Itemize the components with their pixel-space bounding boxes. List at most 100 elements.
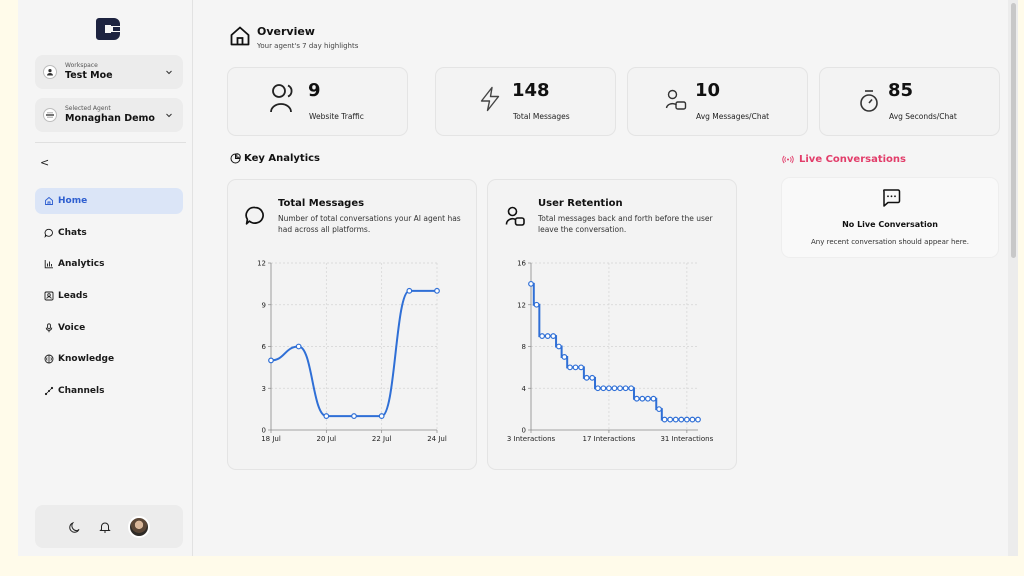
data-point xyxy=(268,357,274,364)
data-point xyxy=(695,416,701,423)
panel-title: User Retention xyxy=(538,198,623,209)
home-icon xyxy=(45,196,53,205)
x-tick-label: 17 Interactions xyxy=(583,435,636,443)
x-tick-label: 20 Jul xyxy=(317,435,337,443)
bell-icon[interactable] xyxy=(98,520,112,534)
stat-label: Avg Seconds/Chat xyxy=(889,112,957,121)
lightning-icon xyxy=(480,86,500,112)
agent-icon xyxy=(43,108,57,122)
sidebar-item-label: Voice xyxy=(58,322,86,333)
user-retention-chart: 0 4 8 12 16 3 Interactions 17 Interactions 31 I… xyxy=(507,260,714,444)
y-tick-label: 6 xyxy=(262,343,267,351)
y-tick-label: 12 xyxy=(257,260,266,268)
y-tick-label: 4 xyxy=(522,385,527,393)
data-point xyxy=(678,416,685,423)
agent-value: Monaghan Demo xyxy=(65,112,155,124)
message-square-icon xyxy=(883,189,901,207)
panel-description: Total messages back and forth before the… xyxy=(538,214,713,234)
user-retention-panel: User Retention Total messages back and f… xyxy=(487,179,737,470)
data-point xyxy=(533,301,540,308)
data-point xyxy=(550,333,557,339)
data-point xyxy=(672,416,679,423)
stat-card-website-traffic: 9 Website Traffic xyxy=(227,67,408,136)
data-point xyxy=(594,385,601,392)
chat-icon xyxy=(44,228,53,238)
data-point xyxy=(572,364,579,371)
data-point xyxy=(656,406,662,413)
series-line xyxy=(270,289,437,418)
sidebar-item-label: Channels xyxy=(58,386,105,397)
stat-value: 85 xyxy=(888,80,914,101)
stat-card-total-messages: 148 Total Messages xyxy=(435,67,616,136)
analytics-icon xyxy=(44,260,53,269)
stat-label: Avg Messages/Chat xyxy=(696,112,770,121)
scrollbar-thumb[interactable] xyxy=(1011,3,1016,258)
x-tick-label: 24 Jul xyxy=(427,435,447,443)
sidebar-nav: Home Chats Analytics Leads Voice Knowled… xyxy=(35,188,183,410)
agent-selector[interactable]: Selected Agent Monaghan Demo xyxy=(35,98,183,132)
live-empty-title: No Live Conversation xyxy=(842,220,938,229)
stat-value: 10 xyxy=(695,80,721,101)
data-point xyxy=(378,413,385,419)
chevron-down-icon xyxy=(166,70,172,75)
stat-card-avg-messages: 10 Avg Messages/Chat xyxy=(627,67,808,136)
microphone-icon xyxy=(45,323,53,332)
data-point xyxy=(622,385,629,392)
sidebar-item-label: Analytics xyxy=(58,259,105,270)
collapse-sidebar-button[interactable]: < xyxy=(40,156,50,169)
data-point xyxy=(650,395,657,402)
data-point xyxy=(544,333,551,339)
total-messages-panel: Total Messages Number of total conversat… xyxy=(227,179,477,470)
scrollbar[interactable] xyxy=(1008,0,1018,556)
data-point xyxy=(611,385,618,392)
y-tick-label: 0 xyxy=(262,427,266,435)
sidebar-item-chats[interactable]: Chats xyxy=(35,220,183,246)
sidebar-item-leads[interactable]: Leads xyxy=(35,283,183,309)
total-messages-chart: 0 3 6 9 12 18 Jul 20 Jul 22 Jul 24 Jul xyxy=(257,260,447,444)
avatar[interactable] xyxy=(128,515,150,538)
x-tick-label: 31 Interactions xyxy=(660,435,713,443)
agent-label: Selected Agent xyxy=(65,105,111,113)
sidebar-item-voice[interactable]: Voice xyxy=(35,315,183,341)
panel-description: Number of total conversations your AI ag… xyxy=(278,214,461,234)
data-point xyxy=(555,343,562,350)
data-point xyxy=(434,287,440,294)
data-point xyxy=(600,385,607,392)
live-conversations-title: Live Conversations xyxy=(782,154,906,165)
dark-mode-icon[interactable] xyxy=(68,520,82,534)
data-point xyxy=(589,374,596,381)
live-conversations-card: No Live Conversation Any recent conversa… xyxy=(781,177,999,258)
broadcast-icon xyxy=(782,155,794,164)
data-point xyxy=(606,385,612,392)
x-tick-label: 18 Jul xyxy=(261,435,281,443)
stat-value: 148 xyxy=(512,80,550,101)
y-tick-label: 12 xyxy=(517,301,526,309)
chat-bubble-icon xyxy=(245,206,264,225)
data-point xyxy=(351,413,357,419)
app-window: Workspace Test Moe Selected Agent Monagh… xyxy=(18,0,1018,556)
sidebar-item-channels[interactable]: Channels xyxy=(35,378,183,404)
channels-icon xyxy=(44,387,54,396)
pie-chart-icon xyxy=(230,153,241,164)
stat-card-avg-seconds: 85 Avg Seconds/Chat xyxy=(819,67,1000,136)
workspace-selector[interactable]: Workspace Test Moe xyxy=(35,55,183,89)
sidebar-item-knowledge[interactable]: Knowledge xyxy=(35,346,183,372)
chevron-down-icon xyxy=(166,113,172,118)
workspace-icon xyxy=(43,65,57,79)
x-tick-label: 22 Jul xyxy=(372,435,392,443)
sidebar-footer xyxy=(35,505,183,548)
series-line xyxy=(531,282,698,421)
data-point xyxy=(633,395,640,402)
live-title-text: Live Conversations xyxy=(799,154,906,165)
y-tick-label: 9 xyxy=(262,301,266,309)
page-subtitle: Your agent's 7 day highlights xyxy=(257,42,359,50)
panel-title: Total Messages xyxy=(278,198,365,209)
sidebar-item-home[interactable]: Home xyxy=(35,188,183,214)
stat-value: 9 xyxy=(308,80,321,101)
sidebar-divider xyxy=(35,142,186,143)
data-point xyxy=(667,416,674,423)
data-point xyxy=(406,287,413,294)
sidebar-item-label: Home xyxy=(58,196,88,206)
live-empty-subtitle: Any recent conversation should appear he… xyxy=(811,238,969,246)
sidebar-item-analytics[interactable]: Analytics xyxy=(35,251,183,277)
